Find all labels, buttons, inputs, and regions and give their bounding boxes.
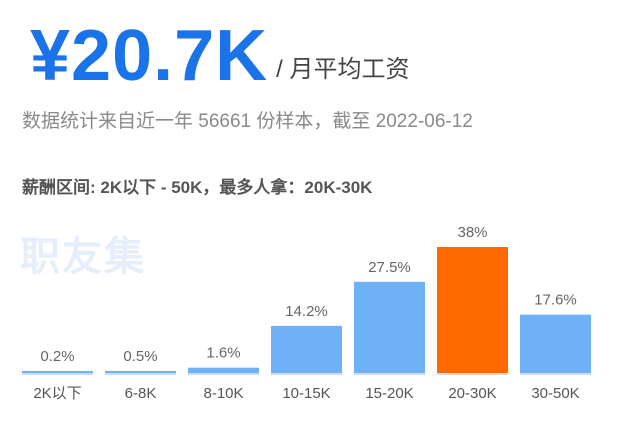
axis-segment <box>22 373 93 375</box>
category-tick-label: 10-15K <box>282 385 330 402</box>
axis-segment <box>188 373 259 375</box>
average-salary-unit: / 月平均工资 <box>276 56 410 83</box>
axis-segment <box>105 373 176 375</box>
bar-value-label: 17.6% <box>534 292 577 309</box>
bar-value-label: 27.5% <box>368 259 411 276</box>
bar-value-label: 38% <box>457 224 487 241</box>
bar-6-8K <box>105 371 176 373</box>
category-tick-label: 30-50K <box>531 385 579 402</box>
bar-value-label: 1.6% <box>206 345 240 362</box>
average-salary-value: ¥20.7K <box>30 16 269 96</box>
bar-value-label: 0.2% <box>40 348 74 365</box>
category-tick-label: 15-20K <box>365 385 413 402</box>
axis-segment <box>354 373 425 375</box>
sample-stats-text: 数据统计来自近一年 56661 份样本，截至 2022-06-12 <box>22 111 473 132</box>
axis-segment <box>437 373 508 375</box>
bar-10-15K <box>271 325 342 373</box>
axis-segment <box>271 373 342 375</box>
salary-range-text: 薪酬区间: 2K以下 - 50K，最多人拿：20K-30K <box>22 178 373 197</box>
axis-segment <box>520 373 591 375</box>
bar-2K以下 <box>22 371 93 373</box>
category-tick-label: 20-30K <box>448 385 496 402</box>
watermark-logo: 职友集 <box>20 235 146 279</box>
category-tick-label: 8-10K <box>203 385 243 402</box>
bar-value-label: 14.2% <box>285 303 328 320</box>
bar-15-20K <box>354 281 425 373</box>
category-tick-label: 6-8K <box>125 385 157 402</box>
category-tick-label: 2K以下 <box>33 385 81 402</box>
bar-value-label: 0.5% <box>123 348 157 365</box>
bar-8-10K <box>188 367 259 373</box>
bar-20-30K <box>437 247 508 373</box>
bar-30-50K <box>520 314 591 373</box>
average-salary-header: ¥20.7K / 月平均工资 <box>30 6 410 92</box>
